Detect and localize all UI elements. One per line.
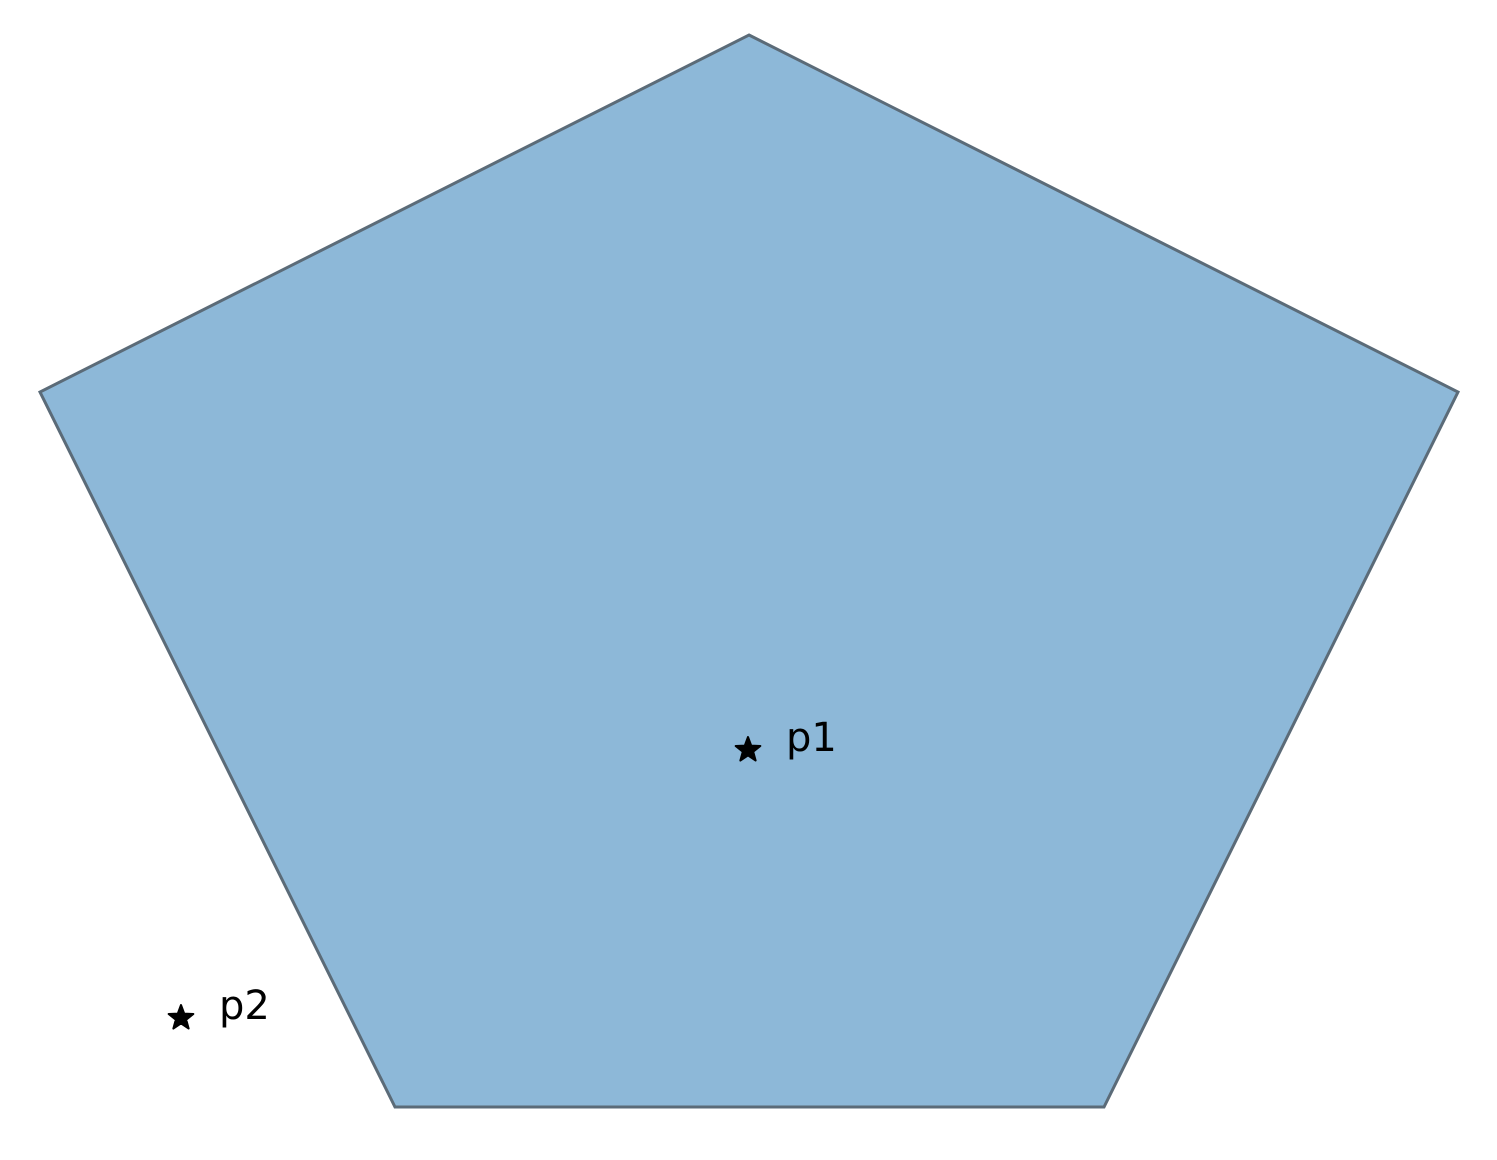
pentagon-shape (37, 33, 1461, 1109)
point-p2: p2 (167, 983, 270, 1030)
point-p1: p1 (734, 715, 837, 762)
point-label-p2: p2 (219, 983, 270, 1029)
star-marker-p1-icon (734, 736, 762, 762)
point-label-p1: p1 (786, 715, 837, 761)
star-marker-p2-icon (167, 1004, 195, 1030)
